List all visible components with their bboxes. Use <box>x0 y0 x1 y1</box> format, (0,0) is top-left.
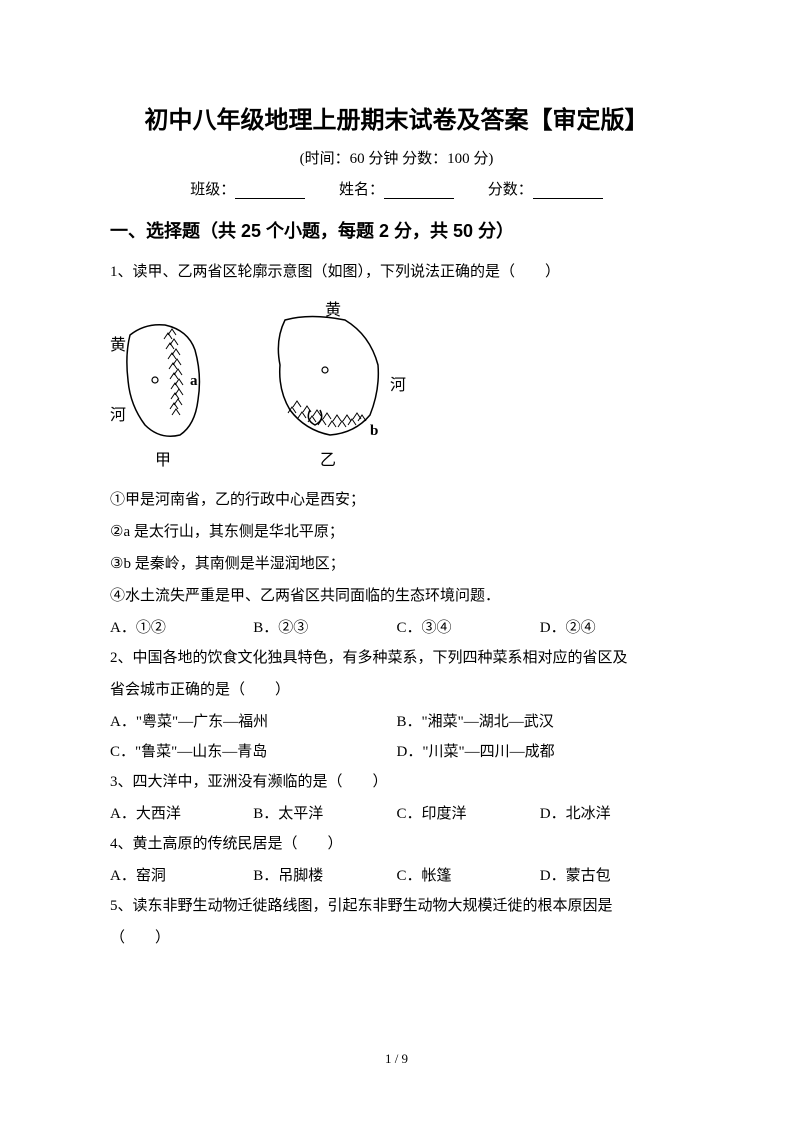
q1-stem: 1、读甲、乙两省区轮廓示意图（如图），下列说法正确的是（ ） <box>110 257 683 287</box>
map-jia: 黄 河 a 甲 <box>110 325 199 469</box>
score-blank[interactable] <box>533 183 603 199</box>
q3-optC[interactable]: C．印度洋 <box>397 799 540 829</box>
q2-optB[interactable]: B．"湘菜"—湖北—武汉 <box>397 707 684 737</box>
q4-optB[interactable]: B．吊脚楼 <box>253 861 396 891</box>
q3-optB[interactable]: B．太平洋 <box>253 799 396 829</box>
page-title: 初中八年级地理上册期末试卷及答案【审定版】 <box>110 100 683 135</box>
label-huang-1: 黄 <box>110 336 126 354</box>
q2-optD[interactable]: D．"川菜"—四川—成都 <box>397 737 684 767</box>
q1-s1: ①甲是河南省，乙的行政中心是西安； <box>110 485 683 515</box>
info-row: 班级： 姓名： 分数： <box>110 178 683 199</box>
name-blank[interactable] <box>384 183 454 199</box>
q3-stem: 3、四大洋中，亚洲没有濒临的是（ ） <box>110 767 683 797</box>
label-b: b <box>370 423 378 439</box>
q4-optA[interactable]: A．窑洞 <box>110 861 253 891</box>
score-label: 分数： <box>488 178 533 199</box>
label-jia: 甲 <box>155 452 171 469</box>
class-label: 班级： <box>190 178 235 199</box>
q3-options: A．大西洋 B．太平洋 C．印度洋 D．北冰洋 <box>110 799 683 829</box>
q2-row2: C．"鲁菜"—山东—青岛 D．"川菜"—四川—成都 <box>110 737 683 767</box>
label-he-1: 河 <box>110 406 126 424</box>
q1-optC[interactable]: C．③④ <box>397 613 540 643</box>
q1-optB[interactable]: B．②③ <box>253 613 396 643</box>
q2-optA[interactable]: A．"粤菜"—广东—福州 <box>110 707 397 737</box>
label-he-2: 河 <box>390 376 406 394</box>
q4-optC[interactable]: C．帐篷 <box>397 861 540 891</box>
q2-optC[interactable]: C．"鲁菜"—山东—青岛 <box>110 737 397 767</box>
q1-map-figure: 黄 河 a 甲 <box>110 295 683 475</box>
q3-optD[interactable]: D．北冰洋 <box>540 799 683 829</box>
q2-stem1: 2、中国各地的饮食文化独具特色，有多种菜系，下列四种菜系相对应的省区及 <box>110 643 683 673</box>
q4-optD[interactable]: D．蒙古包 <box>540 861 683 891</box>
q1-s3: ③b 是秦岭，其南侧是半湿润地区； <box>110 549 683 579</box>
q2-row1: A．"粤菜"—广东—福州 B．"湘菜"—湖北—武汉 <box>110 707 683 737</box>
q4-options: A．窑洞 B．吊脚楼 C．帐篷 D．蒙古包 <box>110 861 683 891</box>
q3-optA[interactable]: A．大西洋 <box>110 799 253 829</box>
q5-stem2: （ ） <box>110 923 683 953</box>
map-yi: 黄 河 b 乙 <box>278 301 406 469</box>
q4-stem: 4、黄土高原的传统民居是（ ） <box>110 829 683 859</box>
q1-s4: ④水土流失严重是甲、乙两省区共同面临的生态环境问题． <box>110 581 683 611</box>
name-label: 姓名： <box>339 178 384 199</box>
class-blank[interactable] <box>235 183 305 199</box>
page-number: 1 / 9 <box>0 1051 793 1067</box>
label-huang-2: 黄 <box>325 301 341 319</box>
q5-stem1: 5、读东非野生动物迁徙路线图，引起东非野生动物大规模迁徙的根本原因是 <box>110 891 683 921</box>
q2-stem2: 省会城市正确的是（ ） <box>110 675 683 705</box>
exam-subtitle: (时间：60 分钟 分数：100 分) <box>110 147 683 168</box>
section-heading: 一、选择题（共 25 个小题，每题 2 分，共 50 分） <box>110 217 683 243</box>
q1-optD[interactable]: D．②④ <box>540 613 683 643</box>
q1-s2: ②a 是太行山，其东侧是华北平原； <box>110 517 683 547</box>
label-a: a <box>190 373 198 389</box>
q1-optA[interactable]: A．①② <box>110 613 253 643</box>
label-yi: 乙 <box>320 452 336 469</box>
q1-options: A．①② B．②③ C．③④ D．②④ <box>110 613 683 643</box>
